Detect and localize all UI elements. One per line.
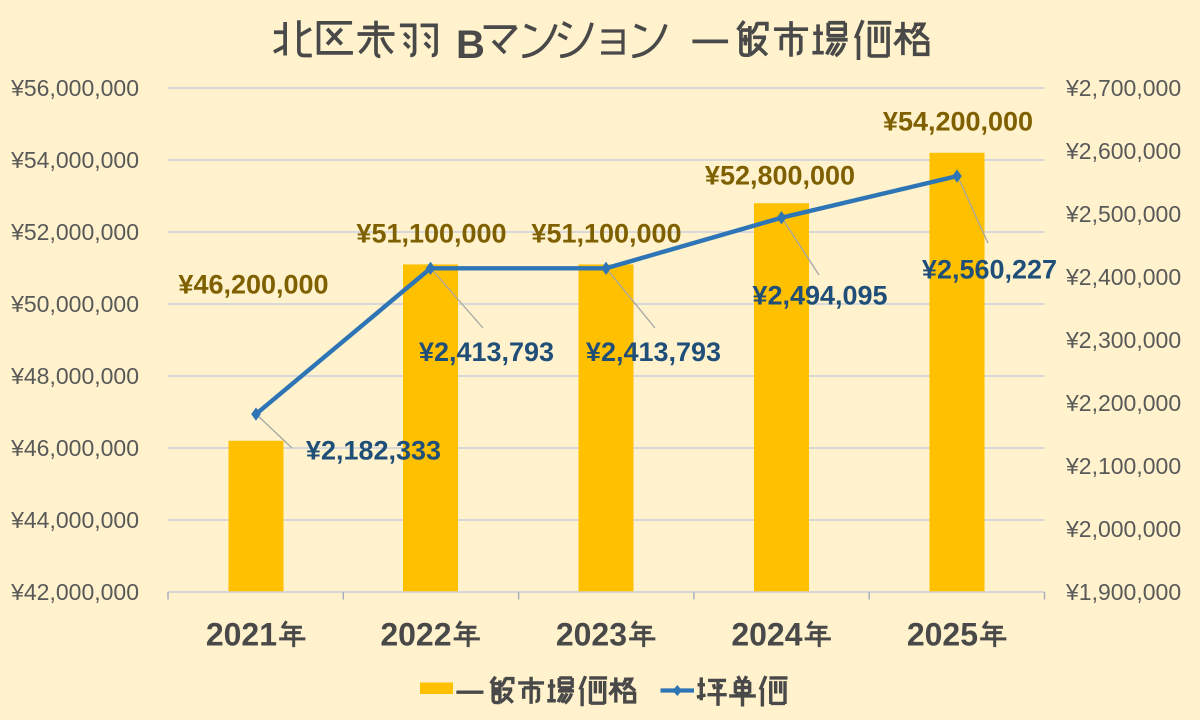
svg-text:¥2,560,227: ¥2,560,227 xyxy=(922,255,1057,285)
svg-text:2024: 2024 xyxy=(731,617,802,653)
svg-text:2025: 2025 xyxy=(907,617,978,653)
svg-text:¥2,400,000: ¥2,400,000 xyxy=(1065,264,1181,290)
svg-text:¥48,000,000: ¥48,000,000 xyxy=(10,363,139,389)
svg-text:¥52,000,000: ¥52,000,000 xyxy=(10,219,139,245)
svg-text:¥2,182,333: ¥2,182,333 xyxy=(306,436,441,466)
svg-text:¥52,800,000: ¥52,800,000 xyxy=(705,161,855,191)
svg-text:2022: 2022 xyxy=(380,617,451,653)
svg-text:¥51,100,000: ¥51,100,000 xyxy=(531,219,681,249)
svg-text:¥2,300,000: ¥2,300,000 xyxy=(1065,327,1181,353)
svg-text:¥46,000,000: ¥46,000,000 xyxy=(10,435,139,461)
svg-text:¥51,100,000: ¥51,100,000 xyxy=(356,219,506,249)
svg-text:¥2,700,000: ¥2,700,000 xyxy=(1065,75,1181,101)
svg-text:¥2,600,000: ¥2,600,000 xyxy=(1065,138,1181,164)
svg-text:¥54,200,000: ¥54,200,000 xyxy=(883,107,1033,137)
svg-text:¥2,413,793: ¥2,413,793 xyxy=(586,337,721,367)
svg-text:2021: 2021 xyxy=(206,617,277,653)
svg-text:¥56,000,000: ¥56,000,000 xyxy=(10,75,139,101)
svg-text:¥2,413,793: ¥2,413,793 xyxy=(419,337,554,367)
svg-text:¥2,000,000: ¥2,000,000 xyxy=(1065,516,1181,542)
svg-text:¥50,000,000: ¥50,000,000 xyxy=(10,291,139,317)
svg-text:¥1,900,000: ¥1,900,000 xyxy=(1065,579,1181,605)
svg-text:¥54,000,000: ¥54,000,000 xyxy=(10,147,139,173)
svg-text:¥2,100,000: ¥2,100,000 xyxy=(1065,453,1181,479)
svg-text:¥2,500,000: ¥2,500,000 xyxy=(1065,201,1181,227)
svg-text:¥44,000,000: ¥44,000,000 xyxy=(10,507,139,533)
svg-text:¥2,494,095: ¥2,494,095 xyxy=(752,281,887,311)
svg-text:¥2,200,000: ¥2,200,000 xyxy=(1065,390,1181,416)
svg-text:2023: 2023 xyxy=(556,617,627,653)
svg-text:¥42,000,000: ¥42,000,000 xyxy=(10,579,139,605)
svg-text:B: B xyxy=(456,23,485,67)
svg-text:¥46,200,000: ¥46,200,000 xyxy=(178,270,328,300)
